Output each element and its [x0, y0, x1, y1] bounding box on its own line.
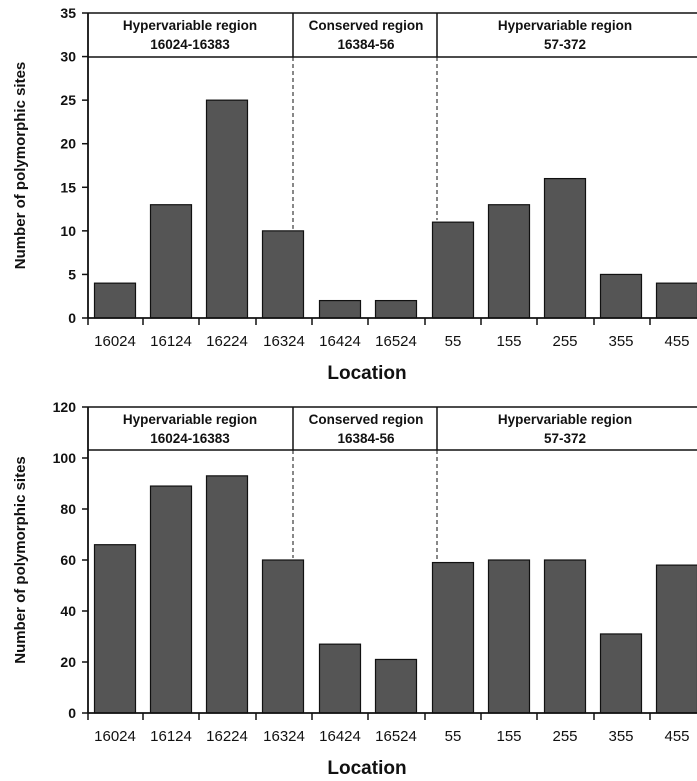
x-tick-label: 255	[552, 333, 577, 350]
bar	[431, 561, 475, 714]
x-tick-label: 155	[496, 728, 521, 745]
bar	[655, 564, 697, 714]
y-tick-label: 60	[60, 552, 76, 568]
y-tick-label: 80	[60, 501, 76, 517]
region-label: Conserved region	[309, 18, 424, 33]
x-tick-label: 16024	[94, 728, 136, 745]
bar	[318, 643, 362, 714]
y-tick-label: 15	[60, 179, 76, 195]
x-tick-label: 16224	[206, 728, 248, 745]
y-tick-label: 0	[68, 705, 76, 721]
y-axis-title: Number of polymorphic sites	[12, 62, 29, 270]
y-tick-label: 40	[60, 603, 76, 619]
x-axis-title: Location	[327, 363, 406, 384]
bar	[205, 99, 249, 319]
bar	[431, 221, 475, 319]
y-tick-label: 5	[68, 266, 76, 282]
x-tick-label: 55	[445, 333, 462, 350]
bar	[149, 204, 193, 319]
bar	[374, 299, 418, 319]
x-tick-label: 455	[664, 728, 689, 745]
bar	[543, 177, 587, 319]
y-tick-label: 35	[60, 5, 76, 21]
x-tick-label: 16424	[319, 728, 361, 745]
bar	[599, 273, 643, 319]
region-range: 16384-56	[337, 431, 395, 446]
bar	[261, 230, 305, 319]
x-tick-label: 16024	[94, 333, 136, 350]
region-range: 16024-16383	[150, 431, 230, 446]
x-tick-label: 355	[608, 333, 633, 350]
x-axis-title: Location	[327, 758, 406, 779]
bar	[93, 282, 137, 319]
x-tick-label: 16324	[263, 333, 305, 350]
region-label: Hypervariable region	[123, 18, 257, 33]
bar	[374, 658, 418, 714]
bar	[93, 544, 137, 714]
x-tick-label: 16324	[263, 728, 305, 745]
region-label: Hypervariable region	[123, 412, 257, 427]
region-label: Hypervariable region	[498, 412, 632, 427]
region-label: Conserved region	[309, 412, 424, 427]
region-range: 57-372	[544, 431, 586, 446]
bar	[318, 299, 362, 319]
bar	[655, 282, 697, 319]
bar	[205, 475, 249, 714]
x-tick-label: 16124	[150, 728, 192, 745]
x-tick-label: 255	[552, 728, 577, 745]
x-tick-label: 355	[608, 728, 633, 745]
region-label: Hypervariable region	[498, 18, 632, 33]
bar	[261, 559, 305, 714]
y-tick-label: 20	[60, 136, 76, 152]
bar	[487, 559, 531, 714]
x-tick-label: 16424	[319, 333, 361, 350]
y-tick-label: 0	[68, 310, 76, 326]
y-tick-label: 25	[60, 92, 76, 108]
bar	[543, 559, 587, 714]
region-range: 16024-16383	[150, 37, 230, 52]
region-range: 16384-56	[337, 37, 395, 52]
y-tick-label: 20	[60, 654, 76, 670]
x-tick-label: 16524	[375, 728, 417, 745]
y-tick-label: 10	[60, 223, 76, 239]
bar	[599, 633, 643, 714]
y-tick-label: 120	[53, 399, 77, 415]
x-tick-label: 16224	[206, 333, 248, 350]
x-tick-label: 16524	[375, 333, 417, 350]
y-axis-title: Number of polymorphic sites	[12, 456, 29, 664]
bar	[149, 485, 193, 714]
x-tick-label: 155	[496, 333, 521, 350]
bar	[487, 204, 531, 319]
x-tick-label: 455	[664, 333, 689, 350]
y-tick-label: 100	[53, 450, 77, 466]
x-tick-label: 55	[445, 728, 462, 745]
y-tick-label: 30	[60, 49, 76, 65]
region-range: 57-372	[544, 37, 586, 52]
x-tick-label: 16124	[150, 333, 192, 350]
